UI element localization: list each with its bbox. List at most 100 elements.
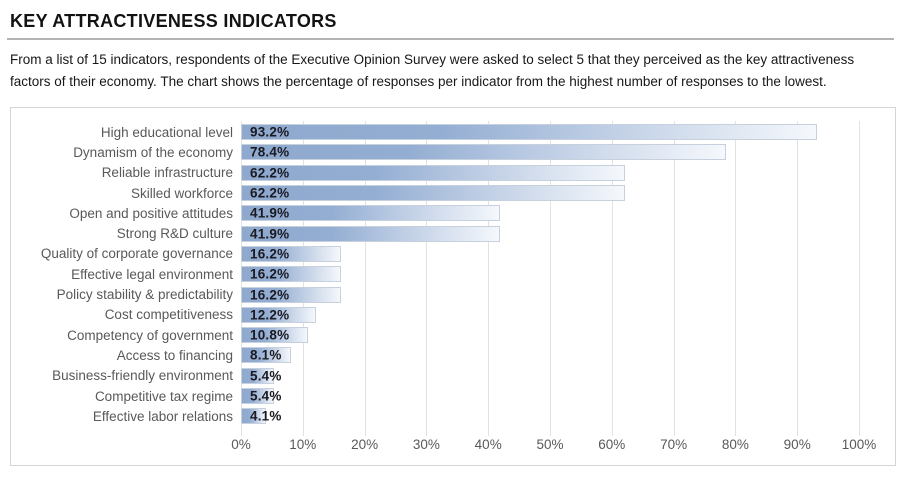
value-label: 62.2% xyxy=(250,185,290,201)
bar-row: Reliable infrastructure 62.2% xyxy=(11,163,895,183)
bar-track: 4.1% xyxy=(241,408,859,425)
value-label: 78.4% xyxy=(250,144,290,160)
bar-track: 41.9% xyxy=(241,225,859,242)
bar-track: 62.2% xyxy=(241,164,859,181)
bar-row: High educational level 93.2% xyxy=(11,122,895,142)
category-label: Access to financing xyxy=(116,347,233,363)
bar-row: Effective legal environment 16.2% xyxy=(11,264,895,284)
category-label: Policy stability & predictability xyxy=(56,287,233,303)
value-label: 41.9% xyxy=(250,205,290,221)
category-label: Quality of corporate governance xyxy=(40,246,233,262)
gridline xyxy=(364,121,366,436)
bar-row: Effective labor relations 4.1% xyxy=(11,406,895,426)
category-label: Business-friendly environment xyxy=(52,368,233,384)
bar-track: 62.2% xyxy=(241,185,859,202)
category-label: High educational level xyxy=(100,124,233,140)
title-divider xyxy=(7,38,894,40)
bar-row: Dynamism of the economy 78.4% xyxy=(11,142,895,162)
x-tick-label: 0% xyxy=(231,437,251,453)
x-tick-label: 40% xyxy=(474,437,502,453)
value-label: 5.4% xyxy=(250,368,282,384)
bar xyxy=(241,367,275,384)
category-label: Competitive tax regime xyxy=(94,388,233,404)
bar-track: 16.2% xyxy=(241,286,859,303)
category-label: Open and positive attitudes xyxy=(69,205,233,221)
bar-track: 16.2% xyxy=(241,266,859,283)
bar xyxy=(241,306,317,323)
x-tick-label: 70% xyxy=(660,437,688,453)
bar-track: 93.2% xyxy=(241,124,859,141)
bar xyxy=(241,266,342,283)
x-tick-label: 90% xyxy=(783,437,811,453)
bar-track: 5.4% xyxy=(241,367,859,384)
gridline xyxy=(611,121,613,436)
x-tick-label: 50% xyxy=(536,437,564,453)
bar xyxy=(241,225,500,242)
bar-row: Policy stability & predictability 16.2% xyxy=(11,284,895,304)
gridline xyxy=(488,121,490,436)
bar-track: 8.1% xyxy=(241,347,859,364)
bar-track: 78.4% xyxy=(241,144,859,161)
x-axis: 0% 10% 20% 30% 40% 50% 60% 70% 80% 90% 100% xyxy=(231,436,876,456)
category-label: Effective legal environment xyxy=(71,266,233,282)
bar xyxy=(241,245,342,262)
bar-row: Access to financing 8.1% xyxy=(11,345,895,365)
bar-row: Competency of government 10.8% xyxy=(11,325,895,345)
bar-rows: High educational level 93.2% Dynamism of… xyxy=(11,108,895,426)
gridline xyxy=(550,121,551,436)
value-label: 41.9% xyxy=(250,226,290,242)
gridline xyxy=(859,121,860,436)
value-label: 16.2% xyxy=(250,287,290,303)
bar-row: Quality of corporate governance 16.2% xyxy=(11,244,895,264)
value-label: 5.4% xyxy=(250,388,282,404)
category-label: Skilled workforce xyxy=(130,185,233,201)
gridline xyxy=(797,121,799,436)
bar xyxy=(241,286,342,303)
category-label: Effective labor relations xyxy=(92,408,233,424)
x-tick-label: 80% xyxy=(721,437,749,453)
chart-description: From a list of 15 indicators, respondent… xyxy=(10,52,855,89)
bar xyxy=(241,327,308,344)
bar-chart-panel: High educational level 93.2% Dynamism of… xyxy=(10,107,896,466)
bar-track: 12.2% xyxy=(241,306,859,323)
value-label: 16.2% xyxy=(250,266,290,282)
value-label: 16.2% xyxy=(250,246,290,262)
page-title: KEY ATTRACTIVENESS INDICATORS xyxy=(10,11,337,31)
x-tick-label: 10% xyxy=(289,437,317,453)
value-label: 4.1% xyxy=(250,408,282,424)
category-label: Reliable infrastructure xyxy=(101,165,233,181)
value-label: 8.1% xyxy=(250,347,282,363)
value-label: 10.8% xyxy=(250,327,290,343)
category-label: Dynamism of the economy xyxy=(73,144,233,160)
bar-track: 16.2% xyxy=(241,245,859,262)
category-label: Strong R&D culture xyxy=(116,226,233,242)
bar-track: 41.9% xyxy=(241,205,859,222)
bar xyxy=(241,408,267,425)
bar xyxy=(241,144,726,161)
bar-row: Cost competitiveness 12.2% xyxy=(11,305,895,325)
gridline xyxy=(426,121,428,436)
x-tick-label: 60% xyxy=(598,437,626,453)
gridline xyxy=(673,121,675,436)
bar xyxy=(241,205,500,222)
bar xyxy=(241,124,817,141)
bar-row: Competitive tax regime 5.4% xyxy=(11,386,895,406)
category-label: Competency of government xyxy=(67,327,233,343)
bar xyxy=(241,185,626,202)
bar-row: Open and positive attitudes 41.9% xyxy=(11,203,895,223)
bar-track: 10.8% xyxy=(241,327,859,344)
x-tick-label: 100% xyxy=(841,437,877,453)
value-label: 12.2% xyxy=(250,307,290,323)
bar xyxy=(241,164,626,181)
bar xyxy=(241,388,275,404)
category-label: Cost competitiveness xyxy=(104,307,233,323)
bar xyxy=(241,347,292,364)
x-tick-label: 20% xyxy=(351,437,379,453)
bar-track: 5.4% xyxy=(241,388,859,404)
x-tick-label: 30% xyxy=(412,437,440,453)
bar-row: Strong R&D culture 41.9% xyxy=(11,223,895,243)
value-label: 62.2% xyxy=(250,165,290,181)
gridline xyxy=(735,121,737,436)
value-label: 93.2% xyxy=(250,124,290,140)
bar-row: Business-friendly environment 5.4% xyxy=(11,366,895,386)
